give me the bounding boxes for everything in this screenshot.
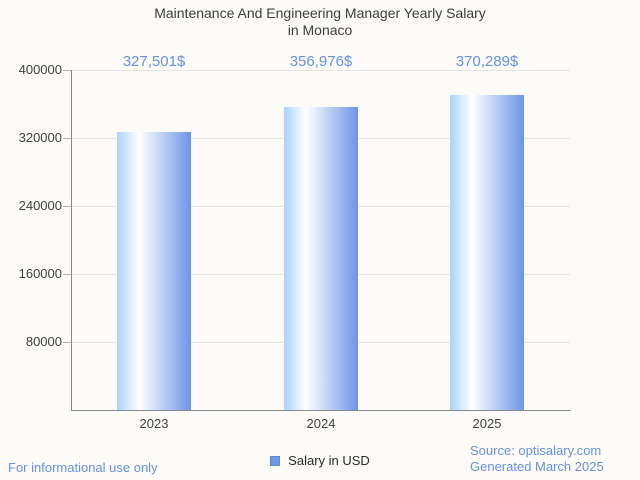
- y-axis-tick-label: 320000: [18, 130, 62, 145]
- bar-value-label: 370,289$: [455, 53, 519, 70]
- x-axis-tick-label: 2024: [306, 416, 336, 431]
- legend: Salary in USD: [0, 453, 640, 468]
- x-axis-line: [71, 410, 571, 411]
- y-axis-tick-label: 240000: [18, 198, 62, 213]
- salary-bar-2024[interactable]: [284, 107, 358, 410]
- legend-swatch-icon: [270, 455, 281, 466]
- y-tick-mark: [63, 138, 71, 139]
- source-info: Source: optisalary.com Generated March 2…: [470, 443, 604, 475]
- x-axis-tick-label: 2025: [472, 416, 502, 431]
- source-link[interactable]: Source: optisalary.com: [470, 443, 602, 458]
- bar-value-label: 356,976$: [289, 53, 353, 70]
- y-axis-line: [71, 70, 72, 410]
- salary-bar-2023[interactable]: [117, 132, 191, 410]
- y-tick-mark: [63, 206, 71, 207]
- chart-title-line1: Maintenance And Engineering Manager Year…: [154, 5, 486, 21]
- y-gridline: [71, 70, 570, 71]
- y-tick-mark: [63, 342, 71, 343]
- bar-value-label: 327,501$: [122, 53, 186, 70]
- disclaimer-text: For informational use only: [8, 460, 158, 475]
- y-tick-mark: [63, 274, 71, 275]
- chart-title: Maintenance And Engineering Manager Year…: [0, 5, 640, 39]
- y-axis-tick-label: 160000: [18, 266, 62, 281]
- salary-bar-2025[interactable]: [450, 95, 524, 410]
- generated-date: Generated March 2025: [470, 459, 604, 474]
- y-axis-tick-label: 400000: [18, 62, 62, 77]
- x-axis-tick-label: 2023: [139, 416, 169, 431]
- legend-label: Salary in USD: [288, 453, 370, 468]
- chart-title-line2: in Monaco: [287, 22, 353, 38]
- y-tick-mark: [63, 70, 71, 71]
- y-axis-tick-label: 80000: [25, 334, 62, 349]
